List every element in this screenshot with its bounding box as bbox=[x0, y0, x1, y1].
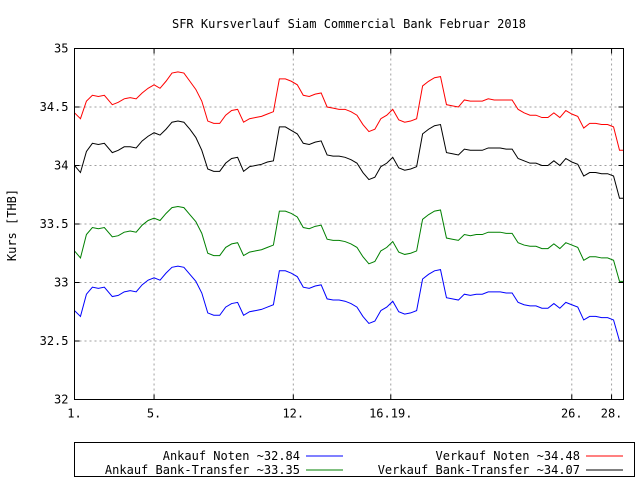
x-tick-label: 26. bbox=[561, 407, 583, 421]
legend-label-0: Verkauf Noten ~34.48 bbox=[436, 449, 581, 463]
series-line-2 bbox=[74, 265, 624, 342]
y-axis-ticks: 32 32.5 33 33.5 34 34.5 35 bbox=[40, 42, 624, 407]
x-tick-label: 28. bbox=[601, 407, 623, 421]
y-tick-label: 34.5 bbox=[40, 100, 69, 114]
y-tick-label: 35 bbox=[54, 42, 68, 56]
series-line-1 bbox=[74, 120, 624, 199]
y-tick-label: 33.5 bbox=[40, 217, 69, 231]
grid-lines bbox=[74, 48, 624, 400]
legend-label-1: Verkauf Bank-Transfer ~34.07 bbox=[378, 463, 580, 477]
x-axis-ticks: 1. 5. 12. 16.19. 26. 28. bbox=[67, 48, 623, 421]
legend-box bbox=[74, 442, 635, 477]
x-tick-label: 12. bbox=[282, 407, 304, 421]
legend-label-3: Ankauf Bank-Transfer ~33.35 bbox=[105, 463, 300, 477]
y-tick-label: 34 bbox=[54, 159, 68, 173]
x-tick-label: 1. bbox=[67, 407, 81, 421]
series-line-3 bbox=[74, 205, 624, 282]
y-axis-label: Kurs [THB] bbox=[5, 189, 19, 261]
legend-label-2: Ankauf Noten ~32.84 bbox=[163, 449, 300, 463]
x-tick-label: 5. bbox=[147, 407, 161, 421]
y-tick-label: 33 bbox=[54, 276, 68, 290]
series-layer bbox=[74, 71, 624, 342]
series-line-0 bbox=[74, 71, 624, 151]
x-tick-label: 16.19. bbox=[369, 407, 412, 421]
y-tick-label: 32.5 bbox=[40, 334, 69, 348]
y-tick-label: 32 bbox=[54, 393, 68, 407]
chart-title: SFR Kursverlauf Siam Commercial Bank Feb… bbox=[172, 17, 526, 31]
